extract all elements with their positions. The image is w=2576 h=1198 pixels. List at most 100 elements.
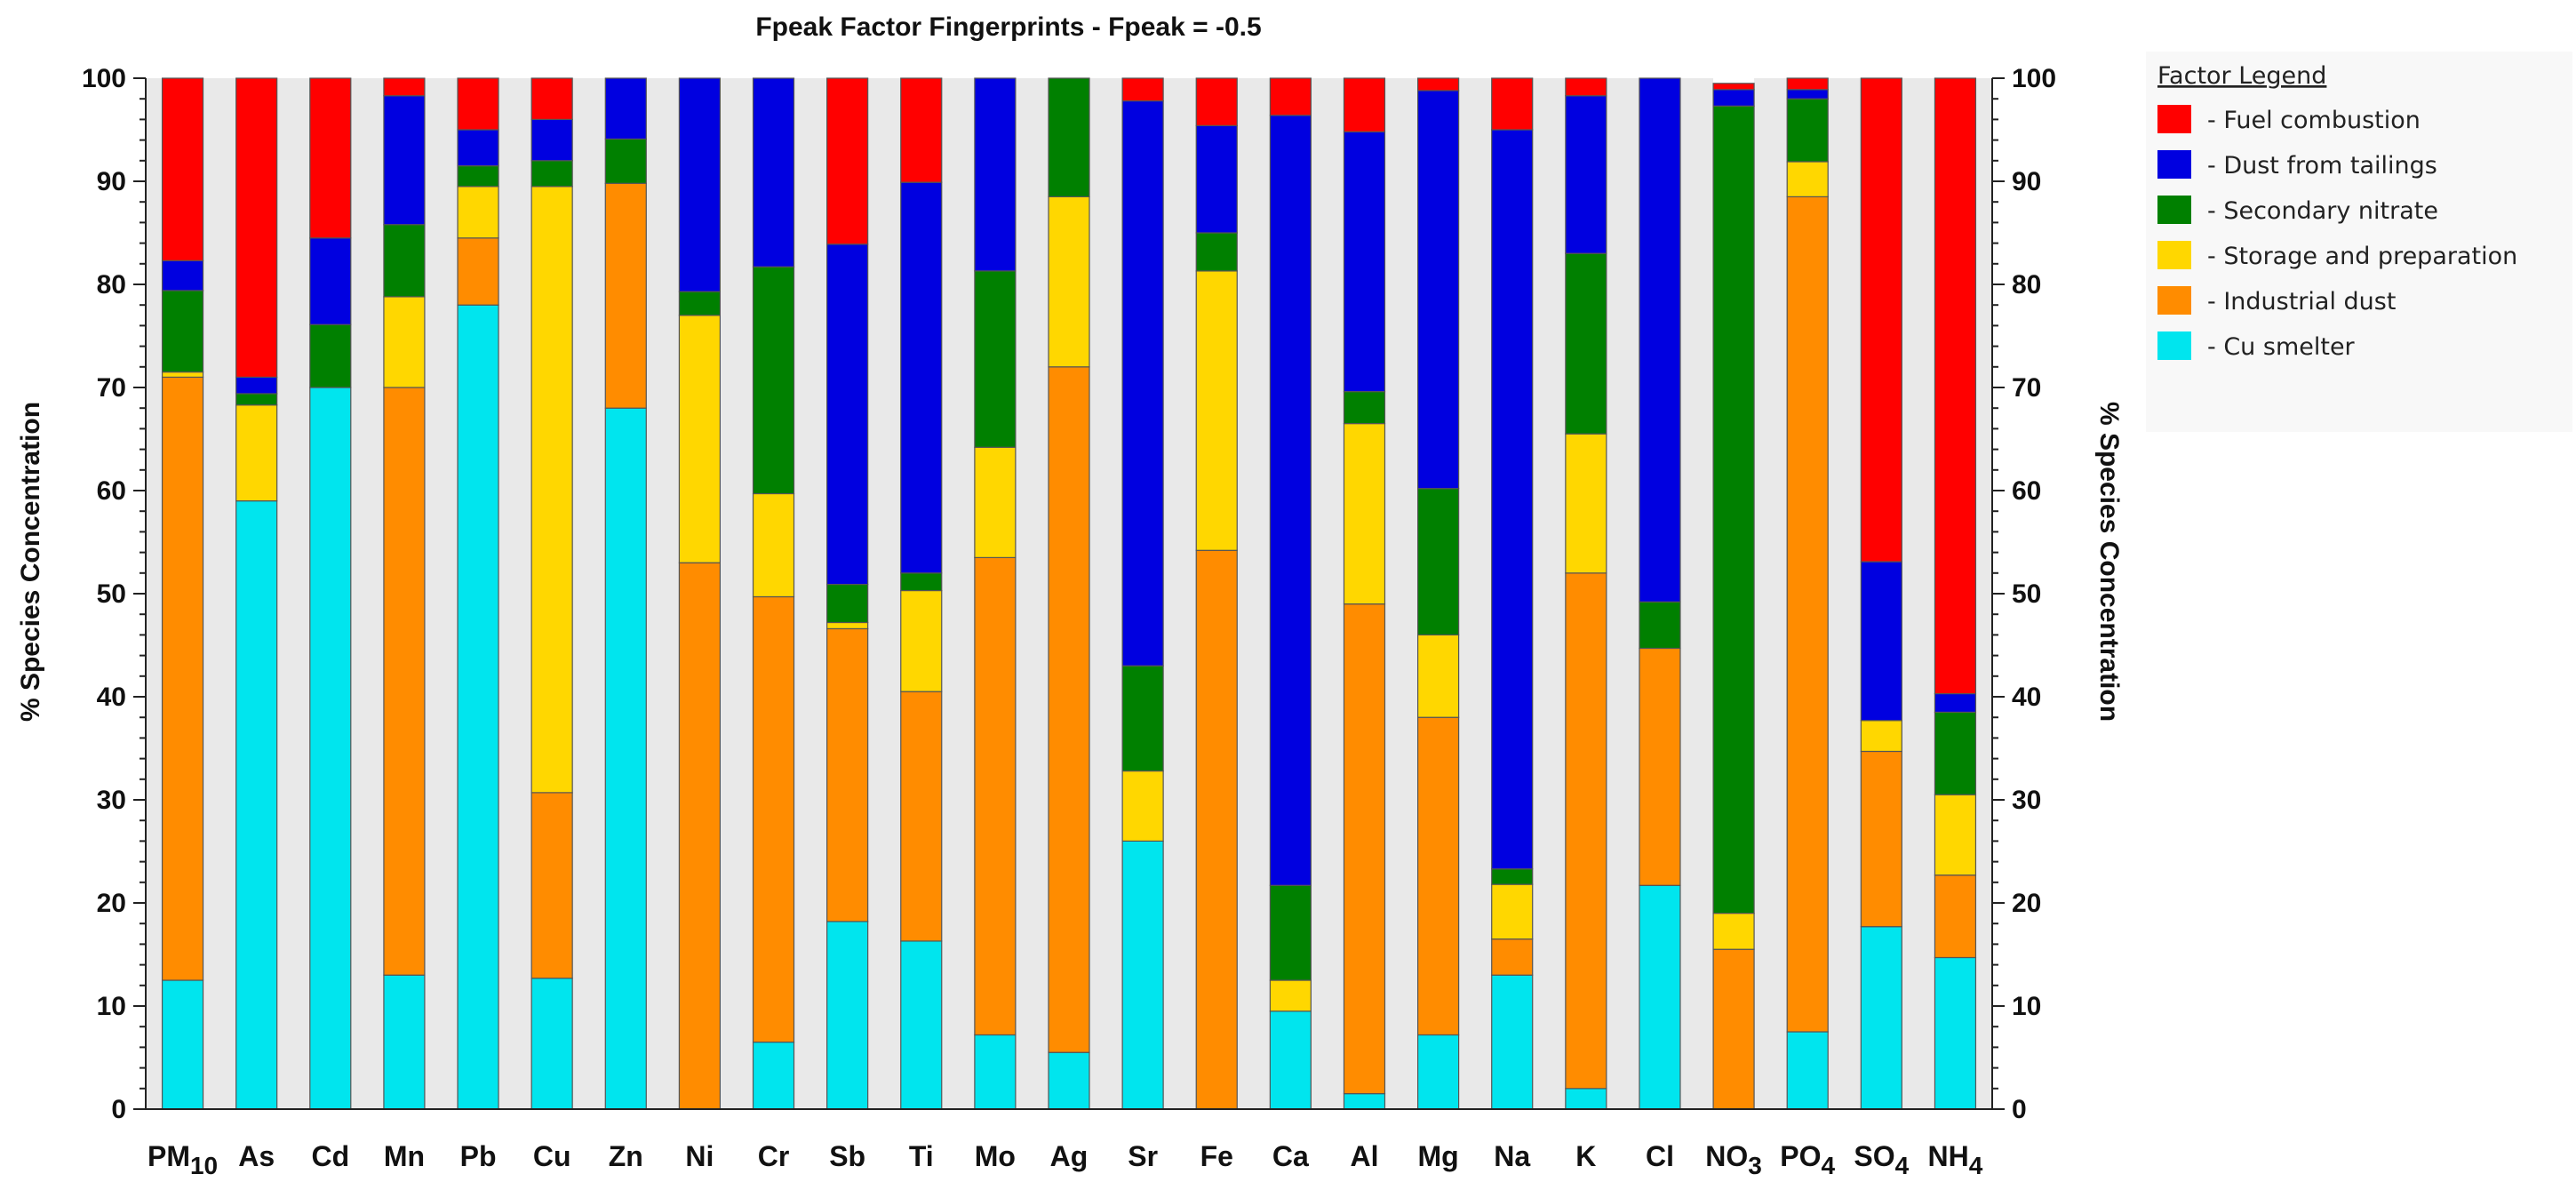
bar-segment-storage-and-preparation — [161, 371, 204, 379]
bar-segment-storage-and-preparation — [1712, 912, 1755, 950]
bar-segment-fuel-combustion — [383, 77, 426, 97]
legend-swatch — [2157, 196, 2191, 224]
x-tick-label: Mn — [384, 1140, 425, 1172]
legend-label: - Cu smelter — [2207, 333, 2356, 361]
bar-segment-dust-from-tailings — [161, 260, 204, 292]
bar-segment-dust-from-tailings — [235, 376, 278, 395]
bar-segment-secondary-nitrate — [1934, 711, 1977, 795]
x-tick-label: Al — [1350, 1140, 1378, 1172]
bar-segment-dust-from-tailings — [1195, 124, 1238, 234]
y-tick-label: 70 — [97, 373, 126, 403]
bar-segment-industrial-dust — [1491, 938, 1534, 976]
x-tick-label: Mo — [975, 1140, 1016, 1172]
y-tick-label: 100 — [82, 64, 126, 93]
bar-stack-al — [1343, 77, 1386, 1110]
x-tick-label: NO3 — [1705, 1140, 1762, 1179]
bar-segment-cu-smelter — [1860, 926, 1902, 1110]
bar-segment-storage-and-preparation — [1343, 423, 1386, 605]
bar-segment-storage-and-preparation — [1195, 270, 1238, 551]
bar-segment-industrial-dust — [1343, 603, 1386, 1095]
bar-segment-secondary-nitrate — [235, 393, 278, 406]
bar-segment-fuel-combustion — [1121, 77, 1164, 102]
bar-stack-nh4 — [1934, 77, 1977, 1110]
bar-segment-cu-smelter — [1934, 956, 1977, 1110]
y-axis-label-right: % Species Concentration — [2094, 402, 2124, 722]
bar-segment-cu-smelter — [530, 978, 573, 1110]
bar-segment-dust-from-tailings — [383, 95, 426, 226]
y-tick-label: 10 — [2012, 992, 2041, 1021]
bar-segment-industrial-dust — [826, 627, 869, 922]
bar-segment-secondary-nitrate — [457, 165, 499, 188]
x-tick-label: Cr — [758, 1140, 790, 1172]
x-tick-label: Ti — [909, 1140, 934, 1172]
y-tick-label: 40 — [97, 683, 126, 712]
bar-segment-storage-and-preparation — [1121, 770, 1164, 843]
bar-stack-ag — [1048, 77, 1090, 1110]
bar-stack-na — [1491, 77, 1534, 1110]
y-tick-label: 20 — [97, 889, 126, 918]
bar-segment-storage-and-preparation — [383, 296, 426, 388]
bar-segment-storage-and-preparation — [530, 186, 573, 794]
bar-segment-fuel-combustion — [1860, 77, 1902, 563]
y-tick-label: 30 — [2012, 786, 2041, 815]
bar-segment-cu-smelter — [604, 407, 647, 1110]
bar-segment-secondary-nitrate — [1565, 252, 1607, 435]
bar-stack-cr — [752, 77, 795, 1110]
bar-segment-cu-smelter — [1343, 1092, 1386, 1110]
bar-segment-cu-smelter — [900, 940, 943, 1110]
bar-segment-secondary-nitrate — [309, 323, 352, 388]
bar-segment-industrial-dust — [1565, 572, 1607, 1090]
bar-segment-dust-from-tailings — [752, 77, 795, 268]
bar-stack-mo — [974, 77, 1017, 1110]
bar-segment-cu-smelter — [1269, 1010, 1312, 1110]
legend-swatch — [2157, 150, 2191, 179]
x-tick-label: K — [1575, 1140, 1596, 1172]
legend-label: - Storage and preparation — [2207, 243, 2517, 270]
y-tick-label: 10 — [97, 992, 126, 1021]
bar-segment-dust-from-tailings — [974, 77, 1017, 272]
bar-segment-cu-smelter — [235, 499, 278, 1110]
bar-segment-cu-smelter — [1565, 1088, 1607, 1110]
bar-stack-cd — [309, 77, 352, 1110]
bar-segment-secondary-nitrate — [826, 583, 869, 624]
bar-segment-dust-from-tailings — [1416, 90, 1460, 490]
x-tick-label: Fe — [1200, 1140, 1233, 1172]
bar-segment-secondary-nitrate — [1269, 884, 1312, 981]
x-tick-label: PO4 — [1780, 1140, 1835, 1179]
x-tick-label: Zn — [609, 1140, 643, 1172]
bar-segment-cu-smelter — [383, 974, 426, 1110]
bar-segment-industrial-dust — [900, 691, 943, 942]
bar-segment-dust-from-tailings — [826, 244, 869, 586]
bar-segment-cu-smelter — [457, 304, 499, 1110]
x-tick-label: SO4 — [1854, 1140, 1909, 1179]
x-tick-label: Ag — [1050, 1140, 1089, 1172]
bar-segment-cu-smelter — [752, 1041, 795, 1110]
bar-segment-cu-smelter — [1491, 974, 1534, 1110]
bar-stack-ni — [678, 77, 722, 1110]
bar-segment-fuel-combustion — [161, 77, 204, 261]
bar-segment-fuel-combustion — [1565, 77, 1607, 97]
bar-segment-fuel-combustion — [1269, 77, 1312, 116]
bar-segment-secondary-nitrate — [1712, 105, 1755, 914]
legend-label: - Industrial dust — [2207, 288, 2396, 315]
bar-segment-secondary-nitrate — [1195, 232, 1238, 272]
bar-segment-storage-and-preparation — [1934, 794, 1977, 876]
bar-segment-industrial-dust — [1712, 948, 1755, 1110]
bar-segment-dust-from-tailings — [678, 77, 722, 292]
bar-stack-mg — [1416, 77, 1460, 1110]
bar-segment-industrial-dust — [457, 237, 499, 306]
bar-segment-secondary-nitrate — [678, 291, 722, 316]
bar-segment-secondary-nitrate — [383, 224, 426, 298]
bar-segment-storage-and-preparation — [235, 404, 278, 502]
x-tick-label: Sr — [1128, 1140, 1158, 1172]
y-tick-label: 80 — [2012, 270, 2041, 300]
bar-segment-industrial-dust — [1416, 716, 1460, 1036]
y-tick-label: 20 — [2012, 889, 2041, 918]
bar-stack-k — [1565, 77, 1607, 1110]
bar-segment-secondary-nitrate — [1639, 601, 1681, 650]
legend-swatch — [2157, 105, 2191, 133]
bar-segment-secondary-nitrate — [900, 572, 943, 592]
bar-segment-storage-and-preparation — [678, 315, 722, 563]
y-axis-right-ticks: 0 10 20 30 40 50 60 70 80 90 100 — [1992, 64, 2056, 1124]
bar-segment-industrial-dust — [604, 182, 647, 409]
